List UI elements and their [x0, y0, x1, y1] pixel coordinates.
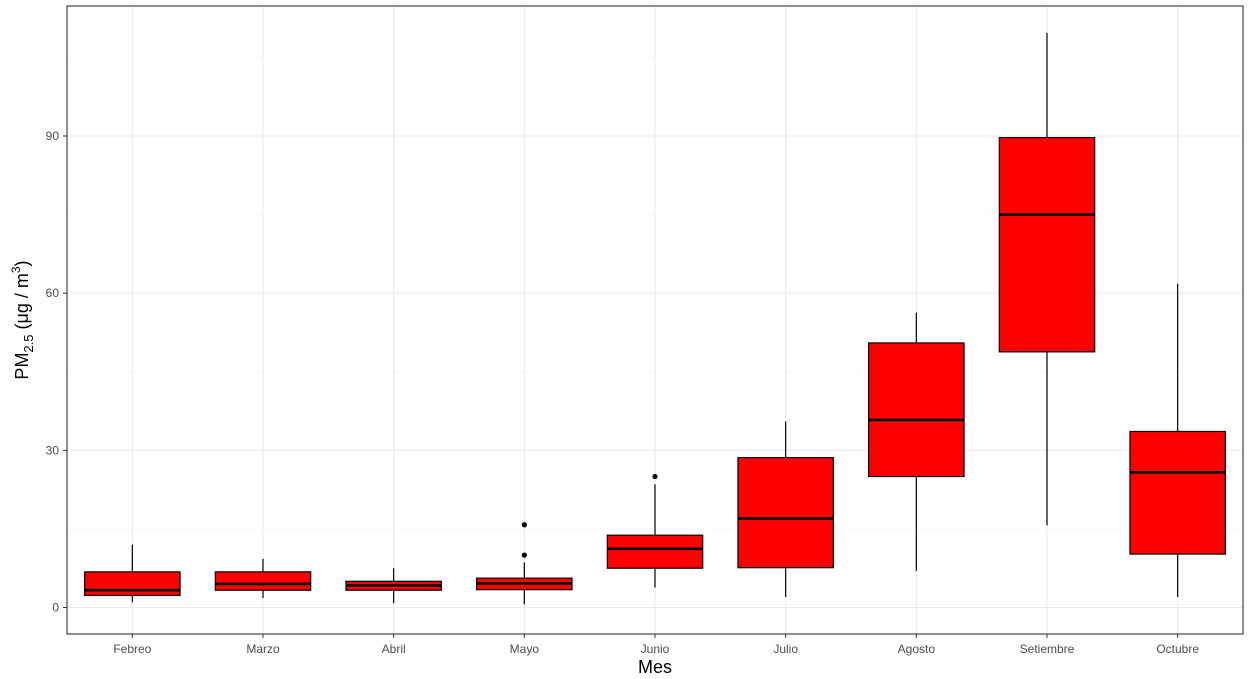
y-tick-label: 60 — [46, 286, 60, 300]
y-tick-label: 30 — [46, 443, 60, 457]
y-axis-title-base: PM — [12, 353, 32, 380]
x-tick-label: Junio — [641, 642, 670, 656]
axes: 0 30 60 90 Febreo Marzo Abril Mayo Junio Julio Ago… — [46, 129, 1200, 656]
x-tick-label: Agosto — [898, 642, 936, 656]
box-group — [345, 568, 442, 604]
y-axis-title-subscript: 2.5 — [21, 334, 36, 352]
y-tick-label: 90 — [46, 129, 60, 143]
x-tick-label: Marzo — [246, 642, 280, 656]
box-group — [606, 473, 704, 588]
box-iqr — [998, 136, 1096, 353]
box-iqr — [737, 457, 834, 569]
box-group — [1129, 283, 1226, 598]
box-group — [868, 312, 965, 571]
y-axis-title-unit-close: ) — [12, 260, 32, 266]
box-iqr — [868, 342, 965, 478]
x-axis-title: Mes — [638, 657, 672, 677]
outlier-point — [521, 522, 527, 528]
box-group — [214, 558, 312, 599]
outlier-point — [652, 473, 658, 480]
box-group — [84, 544, 181, 603]
x-tick-label: Octubre — [1156, 642, 1199, 656]
x-tick-label: Mayo — [510, 642, 540, 656]
outlier-point — [521, 552, 527, 558]
x-tick-label: Setiembre — [1020, 642, 1075, 656]
box-group — [476, 522, 573, 605]
box-iqr — [606, 534, 704, 569]
boxplot-series — [84, 32, 1226, 605]
box-iqr — [214, 571, 312, 591]
box-iqr — [84, 571, 181, 597]
box-group — [737, 421, 834, 598]
x-tick-label: Febreo — [113, 642, 151, 656]
box-group — [998, 32, 1096, 526]
y-tick-label: 0 — [52, 601, 59, 615]
x-tick-label: Julio — [773, 642, 798, 656]
y-axis-title: PM2.5 (μg / m3) — [9, 260, 36, 379]
box-iqr — [1129, 430, 1226, 555]
y-axis-title-superscript: 3 — [9, 266, 23, 273]
x-tick-label: Abril — [382, 642, 406, 656]
y-axis-title-unit-open: (μg / m — [12, 273, 32, 334]
